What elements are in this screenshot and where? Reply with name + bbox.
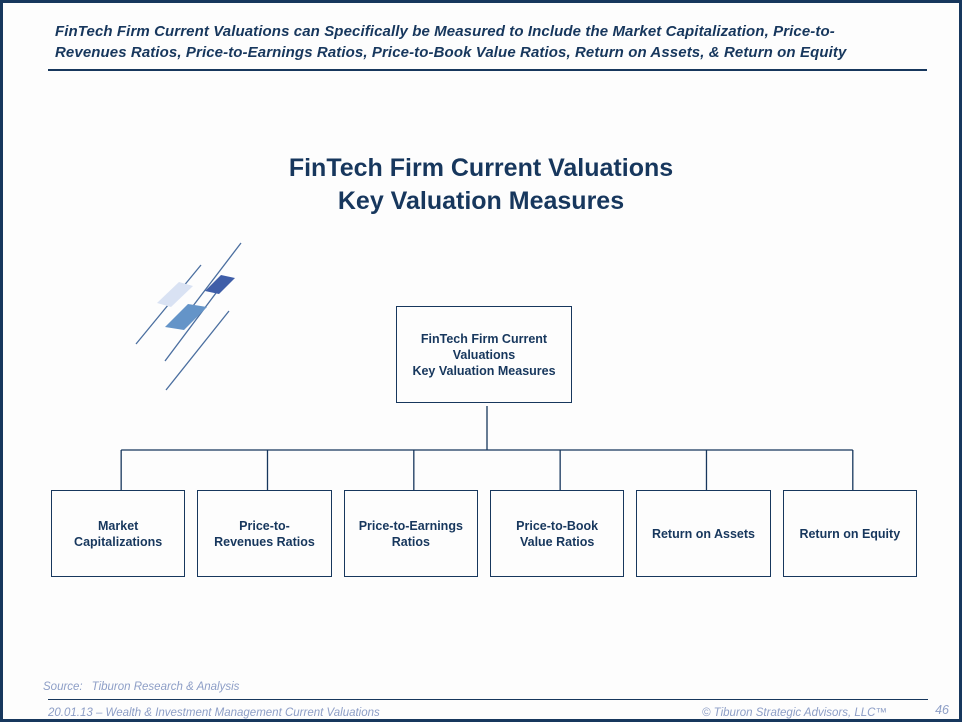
footer-divider (48, 699, 928, 700)
page-number: 46 (935, 703, 949, 717)
org-chart-node: Price-to-Book Value Ratios (489, 490, 625, 577)
org-chart-root-node: FinTech Firm Current Valuations Key Valuat… (396, 306, 572, 403)
node-label-line: Price-to- (239, 518, 290, 533)
source-note: Source: Tiburon Research & Analysis (43, 681, 239, 693)
node-label-line: Value Ratios (519, 534, 595, 549)
header-statement: FinTech Firm Current Valuations can Spec… (55, 22, 904, 63)
node-label-line: Capitalizations (74, 534, 163, 549)
source-text: Tiburon Research & Analysis (91, 681, 240, 693)
org-chart-children-row: Market Capitalizations Price-to- Revenues R… (51, 490, 917, 577)
node-label-line: FinTech Firm Current (420, 331, 548, 346)
source-label: Source: (43, 681, 83, 693)
diagonal-lines-and-diamonds-logo-mark (135, 242, 242, 391)
node-label-line: Ratios (391, 534, 430, 549)
header-statement-line1: FinTech Firm Current Valuations can Spec… (55, 23, 835, 40)
node-label-line: Market (98, 518, 139, 533)
org-chart-node: Market Capitalizations (51, 490, 186, 577)
node-label-line: Price-to-Earnings (358, 518, 463, 533)
node-label-line: Revenues Ratios (214, 534, 315, 549)
node-label-line: Key Valuation Measures (412, 363, 556, 378)
footer-right-text: © Tiburon Strategic Advisors, LLC™ (702, 707, 887, 719)
org-chart-node: Price-to- Revenues Ratios (197, 490, 332, 577)
footer-left-text: 20.01.13 – Wealth & Investment Managemen… (48, 707, 380, 719)
node-label-line: Price-to-Book (516, 518, 599, 533)
node-label-line: Return on Equity (799, 526, 901, 541)
slide-title-line2: Key Valuation Measures (337, 187, 625, 215)
org-chart-node: Return on Equity (782, 490, 917, 577)
node-label-line: Return on Assets (651, 526, 755, 541)
slide-title: FinTech Firm Current Valuations Key Valu… (3, 152, 959, 218)
header-divider (48, 69, 927, 71)
header-statement-line2: Revenues Ratios, Price-to-Earnings Ratio… (55, 43, 847, 61)
slide-title-line1: FinTech Firm Current Valuations (288, 154, 674, 182)
logo-diamonds (157, 275, 235, 330)
node-label-line: Valuations (452, 347, 516, 362)
org-chart-node: Return on Assets (636, 490, 771, 577)
org-chart-node: Price-to-Earnings Ratios (343, 490, 478, 577)
